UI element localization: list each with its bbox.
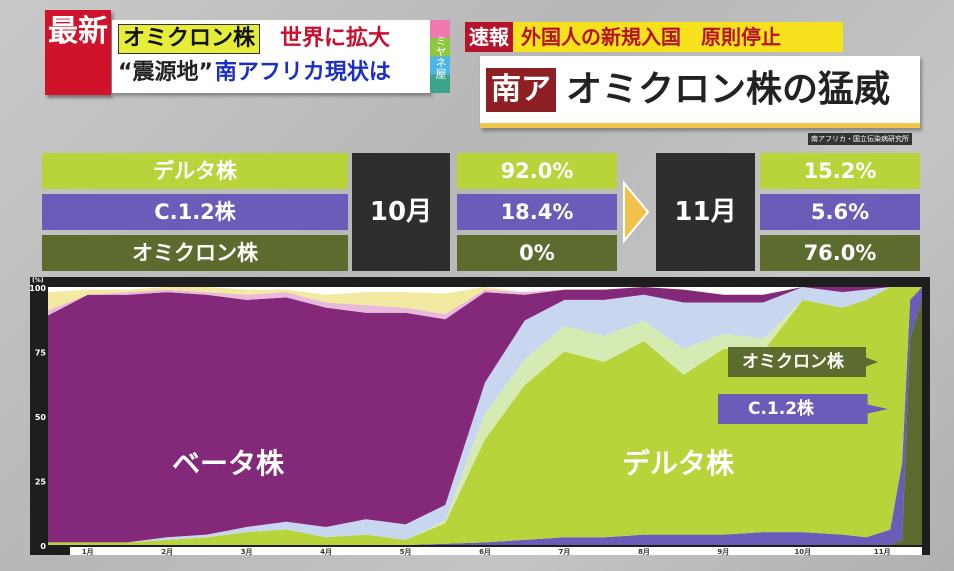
flash-news-strip: 速報 外国人の新規入国 原則停止 — [465, 22, 843, 52]
y-tick-label: 100 — [29, 284, 46, 293]
page-title: オミクロン株の猛威 — [566, 68, 891, 110]
c12-callout: C.1.2株 — [718, 394, 888, 424]
x-axis-band — [70, 547, 922, 555]
delta-label: デルタ株 — [622, 447, 735, 480]
y-tick-label: 50 — [35, 413, 47, 422]
y-tick-label: 0 — [40, 542, 46, 551]
headline-quote: “震源地” — [118, 60, 213, 85]
headline-line1-row: オミクロン株 世界に拡大 — [118, 24, 390, 54]
delta-before-value: 92.0% — [457, 153, 617, 189]
row-label-c12: C.1.2株 — [42, 194, 348, 230]
x-tick-label: 8月 — [638, 548, 650, 556]
row-label-delta: デルタ株 — [42, 153, 348, 189]
headline-tag: オミクロン株 — [118, 24, 261, 54]
month-before: 10月 — [352, 153, 450, 271]
arrow-right-icon — [623, 180, 650, 244]
row-label-omicron: オミクロン株 — [42, 235, 348, 271]
delta-after-value: 15.2% — [760, 153, 920, 189]
area-series-2 — [48, 287, 922, 545]
c12-after-value: 5.6% — [760, 194, 920, 230]
area-series-3 — [48, 287, 922, 543]
breaking-news-badge: 最新 — [45, 10, 111, 95]
area-series-7 — [48, 287, 922, 315]
x-tick-label: 6月 — [479, 548, 491, 556]
x-tick-label: 4月 — [320, 548, 332, 556]
program-logo: ミヤネ屋 — [430, 20, 450, 93]
omicron-before-value: 0% — [457, 235, 617, 271]
headline-line1: 世界に拡大 — [280, 26, 391, 51]
y-tick-label: 75 — [35, 349, 47, 358]
c12-before-value: 18.4% — [457, 194, 617, 230]
y-axis-label: (%) — [32, 277, 44, 284]
month-after: 11月 — [656, 153, 755, 271]
x-tick-label: 9月 — [717, 548, 729, 556]
flash-badge: 速報 — [465, 22, 513, 52]
x-tick-label: 11月 — [874, 548, 891, 556]
omicron-after-value: 76.0% — [760, 235, 920, 271]
area-series-5 — [48, 287, 922, 543]
x-tick-label: 3月 — [241, 548, 253, 556]
y-tick-label: 25 — [35, 478, 47, 487]
omicron-callout: オミクロン株 — [728, 347, 878, 377]
x-tick-label: 10月 — [794, 548, 811, 556]
area-series-6 — [48, 287, 922, 320]
flash-text: 外国人の新規入国 原則停止 — [521, 25, 781, 49]
headline-banner: オミクロン株 世界に拡大 “震源地” 南アフリカ現状は — [112, 20, 430, 93]
x-tick-label: 7月 — [559, 548, 571, 556]
title-banner: 南ア オミクロン株の猛威 — [480, 56, 920, 128]
beta-label: ベータ株 — [172, 447, 285, 480]
title-tag: 南ア — [486, 67, 556, 112]
x-tick-label: 2月 — [161, 548, 173, 556]
headline-line2: 南アフリカ現状は — [214, 60, 391, 85]
x-tick-label: 1月 — [82, 548, 94, 556]
x-tick-label: 5月 — [400, 548, 412, 556]
headline-line2-row: “震源地” 南アフリカ現状は — [118, 58, 391, 88]
source-credit: 南アフリカ・国立伝染病研究所 — [808, 133, 912, 145]
